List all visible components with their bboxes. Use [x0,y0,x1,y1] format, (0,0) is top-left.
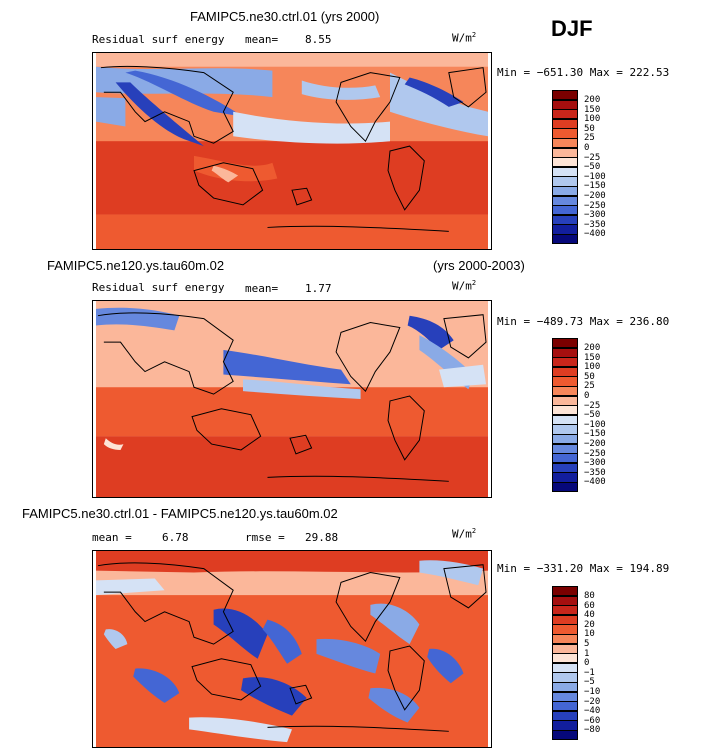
panel-diff-map [92,550,492,748]
cb-top-label: −250 [584,200,606,211]
panel-diff-rmse-value: 29.88 [305,531,339,544]
cb-middle-label: −25 [584,400,601,411]
season-label: DJF [551,16,593,41]
panel-middle-subtitle: Residual surf energy [92,281,225,294]
panel-diff-title: FAMIPC5.ne30.ctrl.01 - FAMIPC5.ne120.ys.… [22,506,338,521]
panel-top-units: W/m2 [452,31,477,45]
panel-top-colorbar: 200 150 100 50 25 0 −25 −50 −100 −150 −2… [552,90,606,245]
panel-top-title: FAMIPC5.ne30.ctrl.01 (yrs 2000) [190,9,380,24]
cb-diff-cell-15 [552,730,578,741]
cb-diff-label: 0 [584,658,590,669]
top-map-field [96,53,488,249]
cb-top-cell-15 [552,234,578,245]
panel-top-mean-label: mean= [245,33,279,46]
cb-top-label: 100 [584,114,601,125]
cb-diff-label: 1 [584,648,590,659]
cb-top-label: 25 [584,133,595,144]
panel-diff-units: W/m2 [452,527,477,541]
panel-middle-minmax: Min = −489.73 Max = 236.80 [497,315,670,328]
cb-top-label: −100 [584,171,606,182]
cb-top-label: 150 [584,104,601,115]
cb-top-label: −25 [584,152,601,163]
panel-top-mean-value: 8.55 [305,33,332,46]
panel-middle-title: FAMIPC5.ne120.ys.tau60m.02 [47,258,225,273]
panel-diff-colorbar: 80 60 40 20 10 5 1 0 −1 −5 −10 −20 −40 −… [552,586,600,741]
panel-diff-mean-label: mean = [92,531,132,544]
cb-diff-label: −1 [584,667,595,678]
cb-top-label: 0 [584,143,590,153]
cb-diff-label: 10 [584,629,595,640]
cb-top-label: −350 [584,219,606,230]
cb-diff-label: 60 [584,600,595,611]
panel-top-subtitle: Residual surf energy [92,33,225,46]
middle-map-field [96,301,488,497]
cb-middle-label: 25 [584,381,595,392]
cb-top-label: −300 [584,210,606,221]
cb-diff-label: −60 [584,715,601,726]
cb-top-label: −400 [584,229,606,240]
cb-diff-label: 80 [584,591,595,601]
panel-diff-rmse-label: rmse = [245,531,285,544]
cb-middle-label: 0 [584,391,590,401]
cb-middle-label: −50 [584,410,601,421]
cb-middle-label: 150 [584,352,601,363]
cb-diff-label: 40 [584,610,595,621]
panel-top-map [92,52,492,250]
cb-diff-label: 5 [584,639,590,649]
cb-top-label: −50 [584,162,601,173]
cb-top-label: −150 [584,181,606,192]
cb-diff-label: −80 [584,725,601,736]
cb-middle-label: −400 [584,477,606,488]
cb-middle-label: −200 [584,439,606,449]
cb-middle-label: 50 [584,371,595,382]
cb-middle-label: −350 [584,467,606,478]
panel-middle-colorbar: 200 150 100 50 25 0 −25 −50 −100 −150 −2… [552,338,606,493]
cb-top-label: −200 [584,191,606,201]
cb-diff-label: 20 [584,619,595,630]
cb-middle-label: −300 [584,458,606,469]
panel-diff-minmax: Min = −331.20 Max = 194.89 [497,562,670,575]
cb-middle-label: 100 [584,362,601,373]
panel-middle-units: W/m2 [452,279,477,293]
cb-diff-label: −5 [584,677,595,688]
panel-middle-map [92,300,492,498]
panel-middle-mean-value: 1.77 [305,282,332,295]
panel-top-minmax: Min = −651.30 Max = 222.53 [497,66,670,79]
cb-middle-cell-15 [552,482,578,493]
cb-diff-label: −40 [584,706,601,717]
cb-middle-label: −250 [584,448,606,459]
diff-map-field [96,551,488,747]
cb-middle-label: −150 [584,429,606,440]
panel-diff-mean-value: 6.78 [162,531,189,544]
cb-middle-label: −100 [584,419,606,430]
panel-middle-years: (yrs 2000-2003) [433,258,525,273]
cb-diff-label: −10 [584,687,601,697]
panel-middle-mean-label: mean= [245,282,279,295]
cb-top-label: 200 [584,95,601,105]
cb-top-label: 50 [584,123,595,134]
cb-middle-label: 200 [584,343,601,353]
cb-diff-label: −20 [584,696,601,707]
